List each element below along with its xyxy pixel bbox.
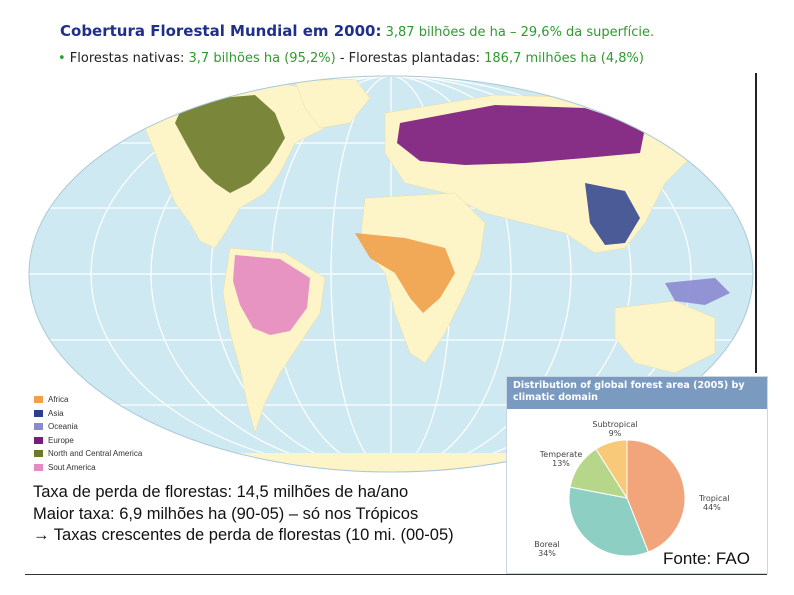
- africa-forest: [355, 233, 455, 313]
- south-america-forest: [233, 255, 310, 335]
- legend-label: Oceania: [48, 422, 78, 432]
- pie-label-subtropical: Subtropical: [592, 420, 637, 429]
- source-label: Fonte: FAO: [663, 549, 750, 568]
- legend-swatch: [34, 396, 43, 404]
- legend-item: Africa: [34, 393, 142, 407]
- pie-chart-panel: Distribution of global forest area (2005…: [506, 376, 768, 574]
- title-rest: 3,87 bilhões de ha – 29,6% da superfície…: [381, 25, 655, 40]
- legend-swatch: [34, 423, 43, 431]
- chart-title: Distribution of global forest area (2005…: [507, 377, 767, 409]
- page-title: Cobertura Florestal Mundial em 2000: 3,8…: [60, 22, 654, 40]
- legend-label: Sout America: [48, 462, 96, 472]
- legend-item: Sout America: [34, 461, 142, 475]
- subtitle-line: • Florestas nativas: 3,7 bilhões ha (95,…: [58, 51, 644, 66]
- pie-value-tropical: 44%: [703, 503, 721, 512]
- native-label: Florestas nativas:: [65, 51, 189, 66]
- pie-slice-tropical: [626, 439, 686, 553]
- legend-swatch: [34, 463, 43, 471]
- separator: -: [335, 51, 349, 66]
- legend-swatch: [34, 436, 43, 444]
- planted-value: 186,7 milhões ha (4,8%): [484, 51, 644, 66]
- asia-forest: [585, 183, 640, 245]
- pie-label-tropical: Tropical: [698, 494, 730, 503]
- pie-label-boreal: Boreal: [534, 540, 560, 549]
- oceania-land: [614, 300, 716, 374]
- pie-value-temperate: 13%: [552, 459, 570, 468]
- map-legend: Africa Asia Oceania Europe North and Central…: [34, 393, 142, 474]
- title-bold: Cobertura Florestal Mundial em 2000:: [60, 22, 382, 40]
- greenland-land: [294, 78, 371, 129]
- pie-label-temperate: Temperate: [539, 450, 583, 459]
- pie-value-boreal: 34%: [538, 549, 556, 558]
- text-line-2: Maior taxa: 6,9 milhões ha (90-05) – só …: [33, 504, 419, 523]
- bottom-rule: [25, 574, 767, 575]
- eurasia-forest-europe: [397, 105, 645, 165]
- pie-slice-subtropical: [595, 439, 628, 500]
- legend-label: North and Central America: [48, 449, 143, 459]
- native-value: 3,7 bilhões ha (95,2%): [188, 51, 336, 66]
- legend-label: Europe: [48, 435, 74, 445]
- body-text: Taxa de perda de florestas: 14,5 milhões…: [33, 482, 454, 547]
- legend-item: North and Central America: [34, 447, 142, 461]
- bullet: •: [58, 51, 66, 66]
- legend-item: Oceania: [34, 420, 142, 434]
- north-america-forest: [175, 95, 285, 193]
- legend-label: Africa: [48, 395, 69, 405]
- planted-label: Florestas plantadas:: [348, 51, 485, 66]
- legend-swatch: [34, 409, 43, 417]
- text-line-3: → Taxas crescentes de perda de florestas…: [33, 526, 454, 544]
- oceania-forest: [665, 278, 730, 305]
- legend-item: Asia: [34, 407, 142, 421]
- legend-label: Asia: [48, 408, 64, 418]
- legend-swatch: [34, 450, 43, 458]
- pie-slice-boreal: [568, 486, 650, 557]
- text-line-1: Taxa de perda de florestas: 14,5 milhões…: [33, 483, 409, 501]
- legend-item: Europe: [34, 434, 142, 448]
- pie-value-subtropical: 9%: [609, 429, 622, 438]
